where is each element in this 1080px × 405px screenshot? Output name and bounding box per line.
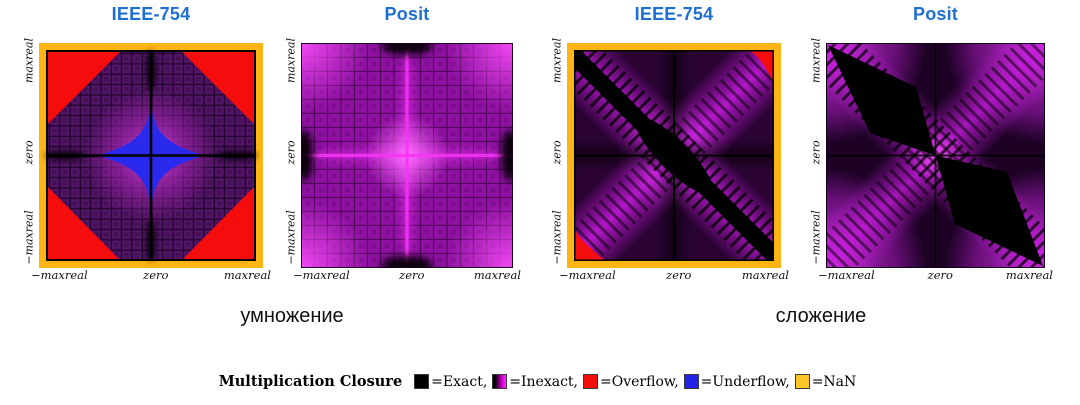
plot2-title: Posit: [384, 4, 430, 24]
plot2-ylabel-negmaxreal: −maxreal: [284, 210, 298, 265]
plot3-xaxis: −maxreal zero maxreal: [559, 268, 789, 282]
caption-addition: сложение: [775, 305, 867, 327]
inexact-swatch-icon: [492, 374, 508, 389]
plot-posit-multiplication: [301, 43, 513, 268]
xlabel-negmaxreal: −maxreal: [293, 268, 350, 282]
xlabel-maxreal: maxreal: [741, 268, 789, 282]
heatmap-posit-multiplication: [301, 43, 513, 268]
legend-item-exact: =Exact,: [414, 374, 487, 390]
xlabel-negmaxreal: −maxreal: [818, 268, 875, 282]
plot4-ylabel-negmaxreal: −maxreal: [809, 210, 823, 265]
xlabel-negmaxreal: −maxreal: [559, 268, 616, 282]
plot3-ylabel-zero: zero: [550, 140, 564, 165]
nan-swatch-icon: [794, 374, 810, 389]
plot-ieee754-multiplication: [39, 43, 263, 268]
legend-item-inexact: =Inexact,: [492, 374, 578, 390]
plot1-xaxis: −maxreal zero maxreal: [31, 268, 271, 282]
overflow-corner: [751, 51, 773, 80]
legend-item-underflow: =Underflow,: [683, 373, 790, 390]
heatmap-ieee754-addition: [567, 43, 781, 268]
legend-item-label: =NaN: [811, 373, 857, 390]
plot4-xaxis: −maxreal zero maxreal: [818, 268, 1053, 282]
legend-item-label: =Exact,: [431, 373, 488, 390]
xlabel-zero: zero: [927, 268, 953, 282]
plot3-ylabel-maxreal: maxreal: [550, 37, 564, 84]
xlabel-maxreal: maxreal: [223, 268, 271, 282]
plot1-title: IEEE-754: [111, 4, 191, 24]
heatmap-ieee754-multiplication: [39, 43, 263, 268]
plot4-ylabel-maxreal: maxreal: [809, 37, 823, 84]
overflow-region: [48, 52, 120, 124]
plot2-xaxis: −maxreal zero maxreal: [293, 268, 521, 282]
exact-wedge-topleft: [828, 45, 936, 156]
plot1-ylabel-maxreal: maxreal: [22, 37, 36, 84]
plot3-title: IEEE-754: [634, 4, 714, 24]
plot2-ylabel-maxreal: maxreal: [284, 37, 298, 84]
legend-title: Multiplication Closure: [218, 373, 403, 390]
plot4-ylabel-zero: zero: [809, 140, 823, 165]
legend: Multiplication Closure =Exact, =Inexact,…: [0, 373, 1080, 390]
xlabel-maxreal: maxreal: [1005, 268, 1053, 282]
caption-multiplication: умножение: [240, 305, 344, 327]
plot3-ylabel-negmaxreal: −maxreal: [550, 210, 564, 265]
xlabel-maxreal: maxreal: [473, 268, 521, 282]
xlabel-negmaxreal: −maxreal: [31, 268, 88, 282]
exact-wedge-bottomright: [935, 155, 1043, 266]
heatmap-posit-addition: [826, 43, 1045, 268]
legend-item-label: =Underflow,: [700, 373, 790, 390]
underflow-swatch-icon: [683, 374, 699, 389]
xlabel-zero: zero: [143, 268, 169, 282]
xlabel-zero: zero: [666, 268, 692, 282]
legend-item-overflow: =Overflow,: [583, 374, 679, 390]
plot4-title: Posit: [912, 4, 958, 24]
exact-swatch-icon: [414, 374, 430, 389]
plot-ieee754-addition: [567, 43, 781, 268]
plot-posit-addition: [826, 43, 1045, 268]
legend-item-label: =Inexact,: [509, 373, 579, 390]
overflow-swatch-icon: [583, 374, 599, 389]
xlabel-zero: zero: [399, 268, 425, 282]
plot1-ylabel-negmaxreal: −maxreal: [22, 210, 36, 265]
plot1-ylabel-zero: zero: [22, 140, 36, 165]
legend-item-label: =Overflow,: [600, 373, 679, 390]
legend-item-nan: =NaN: [794, 373, 857, 390]
plot2-ylabel-zero: zero: [284, 140, 298, 165]
